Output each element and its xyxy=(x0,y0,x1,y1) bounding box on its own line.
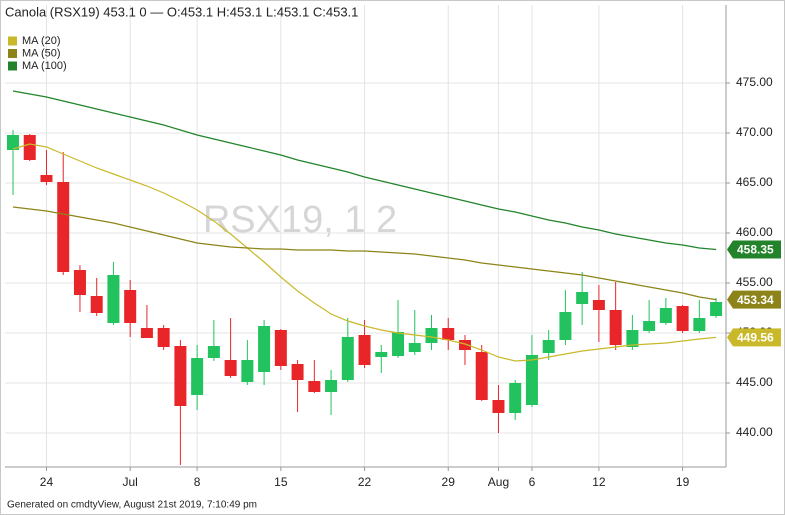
candle-body xyxy=(258,326,271,372)
candle-body xyxy=(140,328,153,338)
legend-swatch xyxy=(8,49,17,58)
candle-body xyxy=(341,337,354,380)
price-label: 449.56 xyxy=(737,331,774,345)
y-tick-label: 445.00 xyxy=(736,375,773,389)
candle-body xyxy=(107,275,120,323)
candle-body xyxy=(442,328,455,340)
candle-body xyxy=(157,328,170,347)
x-tick-label: 22 xyxy=(358,475,372,489)
candle-body xyxy=(207,346,220,358)
y-tick-label: 440.00 xyxy=(736,425,773,439)
candle-body xyxy=(191,358,204,395)
candle-body xyxy=(90,296,103,313)
candle-body xyxy=(609,310,622,345)
price-pointer xyxy=(727,240,733,259)
price-label: 453.34 xyxy=(737,293,774,307)
candle-body xyxy=(375,352,388,357)
ma-line xyxy=(12,90,717,251)
legend-label: MA (20) xyxy=(22,35,61,47)
footer: Generated on cmdtyView, August 21st 2019… xyxy=(7,500,257,511)
price-label: 458.35 xyxy=(737,243,774,257)
candle-body xyxy=(57,182,70,272)
candle-body xyxy=(592,300,605,310)
candle-body xyxy=(626,330,639,347)
candle-body xyxy=(559,312,572,340)
candle-body xyxy=(425,328,438,343)
x-tick-label: 12 xyxy=(592,475,606,489)
candle-body xyxy=(325,380,338,392)
x-tick-label: 8 xyxy=(194,475,201,489)
price-box xyxy=(733,240,781,259)
candle-body xyxy=(525,355,538,405)
y-tick-label: 460.00 xyxy=(736,225,773,239)
x-tick-label: Aug xyxy=(488,475,509,489)
candle-body xyxy=(40,175,53,182)
legend-label: MA (50) xyxy=(22,47,61,59)
legend-swatch xyxy=(8,61,17,71)
candle-body xyxy=(710,302,723,316)
candle-body xyxy=(73,270,86,295)
candle-body xyxy=(475,352,488,400)
x-tick-label: 24 xyxy=(40,475,54,489)
x-tick-label: 6 xyxy=(529,475,536,489)
price-box xyxy=(733,290,781,309)
y-tick-label: 465.00 xyxy=(736,175,773,189)
x-tick-label: Jul xyxy=(123,475,138,489)
ma-line xyxy=(12,143,717,362)
price-pointer xyxy=(727,290,733,309)
price-box xyxy=(733,328,781,347)
candle-body xyxy=(492,400,505,413)
x-tick-label: 29 xyxy=(442,475,456,489)
candle-body xyxy=(542,340,555,353)
x-tick-label: 19 xyxy=(676,475,690,489)
candle-body xyxy=(358,335,371,365)
price-pointer xyxy=(727,328,733,347)
candle-body xyxy=(643,321,656,331)
candle-body xyxy=(308,381,321,392)
chart-title: Canola (RSX19) 453.1 0 — O:453.1 H:453.1… xyxy=(5,4,358,19)
candle-body xyxy=(23,135,36,160)
y-tick-label: 455.00 xyxy=(736,275,773,289)
legend-label: MA (100) xyxy=(22,60,67,72)
legend-swatch xyxy=(8,36,17,46)
y-tick-label: 475.00 xyxy=(736,75,773,89)
y-tick-label: 470.00 xyxy=(736,125,773,139)
candle-body xyxy=(392,332,405,356)
candle-body xyxy=(274,330,287,366)
x-tick-label: 15 xyxy=(274,475,288,489)
candle-body xyxy=(458,340,471,350)
ma-line xyxy=(12,206,717,301)
candle-body xyxy=(509,383,522,413)
candle-body xyxy=(124,290,137,323)
candle-body xyxy=(576,292,589,304)
candle-body xyxy=(693,318,706,331)
candle-body xyxy=(291,364,304,380)
candle-body xyxy=(676,306,689,331)
candle-body xyxy=(174,346,187,406)
candle-body xyxy=(659,308,672,323)
plot xyxy=(5,5,726,467)
candle-body xyxy=(224,360,237,376)
candle-body xyxy=(241,360,254,382)
candle-body xyxy=(408,343,421,352)
candle-body xyxy=(7,135,19,150)
